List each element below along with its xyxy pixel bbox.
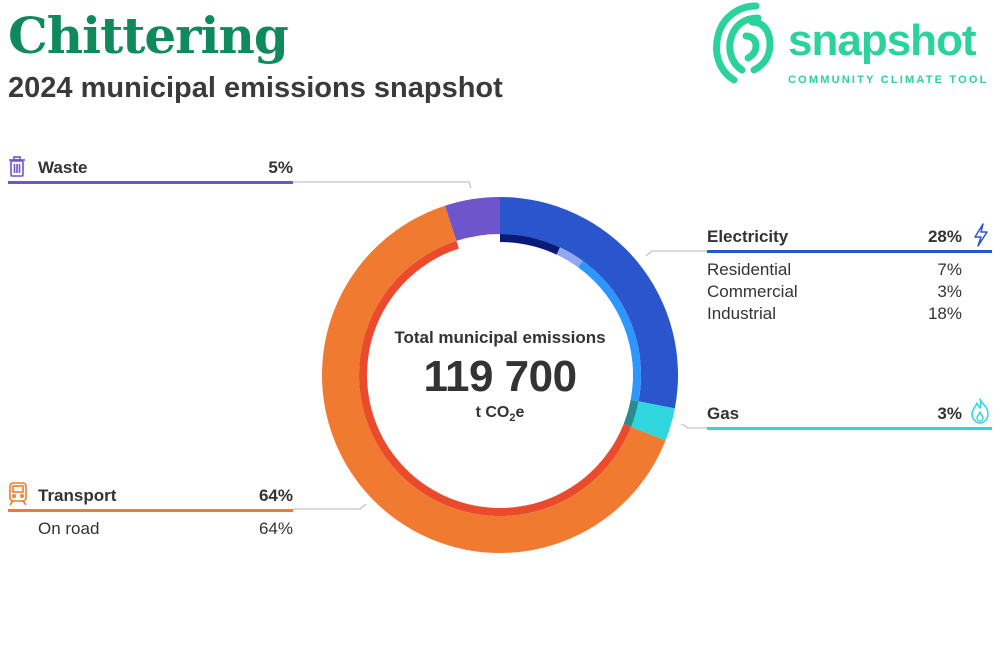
outer-segment-gas [631, 401, 675, 441]
category-name: Electricity [707, 227, 789, 246]
center-total-value: 119 700 [423, 352, 577, 401]
center-total-label: Total municipal emissions [394, 328, 606, 347]
category-electricity: Electricity 28% [707, 219, 992, 253]
category-underline [8, 509, 293, 512]
subcategory-percent: 7% [937, 260, 962, 279]
center-total-unit: t CO2e [380, 404, 620, 424]
leader-line-waste [293, 181, 472, 189]
unit-prefix: t CO [475, 404, 510, 421]
brand-logo: snapshot COMMUNITY CLIMATE TOOL [710, 0, 1000, 95]
category-name: Waste [38, 158, 88, 177]
subcategory-commercial: Commercial 3% [707, 282, 962, 304]
subcategory-name: Commercial [707, 282, 798, 301]
leader-line-electricity [645, 250, 707, 257]
flame-icon [971, 398, 989, 424]
subcategory-on-road: On road 64% [38, 519, 293, 541]
brand-tagline: COMMUNITY CLIMATE TOOL [788, 74, 989, 86]
subcategory-percent: 64% [258, 519, 293, 538]
category-transport: Transport 64% [8, 478, 293, 512]
subcategory-name: Residential [707, 260, 792, 279]
snapshot-logo-icon [713, 2, 774, 84]
category-waste: Waste 5% [8, 150, 293, 184]
category-percent: 28% [927, 227, 962, 246]
subcategory-percent: 18% [927, 304, 962, 323]
inner-segment-industrial [578, 260, 641, 402]
train-icon [9, 482, 27, 506]
subcategory-percent: 3% [937, 282, 962, 301]
unit-suffix: e [515, 404, 525, 421]
trash-icon [9, 156, 25, 177]
leader-line-gas [681, 423, 707, 429]
page-subtitle: 2024 municipal emissions snapshot [8, 72, 503, 104]
lightning-icon [974, 223, 988, 247]
inner-segment-commercial [556, 247, 583, 268]
inner-segment-gas [623, 399, 639, 427]
outer-segment-waste [444, 197, 500, 241]
outer-segment-electricity [500, 197, 678, 409]
subcategory-residential: Residential 7% [707, 260, 962, 282]
page-title: Chittering [8, 6, 289, 65]
inner-segment-residential [500, 234, 561, 255]
category-name: Transport [38, 486, 117, 505]
category-underline [707, 427, 992, 430]
category-gas: Gas 3% [707, 396, 992, 430]
subcategory-industrial: Industrial 18% [707, 304, 962, 326]
leader-line-transport [293, 503, 367, 510]
brand-wordmark: snapshot [788, 16, 977, 65]
category-name: Gas [707, 404, 740, 423]
category-percent: 3% [937, 404, 962, 423]
subcategory-name: Industrial [707, 304, 776, 323]
category-percent: 5% [268, 158, 293, 177]
category-underline [8, 181, 293, 184]
category-underline [707, 250, 992, 253]
unit-subscript: 2 [509, 412, 516, 425]
category-percent: 64% [258, 486, 293, 505]
subcategory-name: On road [38, 519, 100, 538]
